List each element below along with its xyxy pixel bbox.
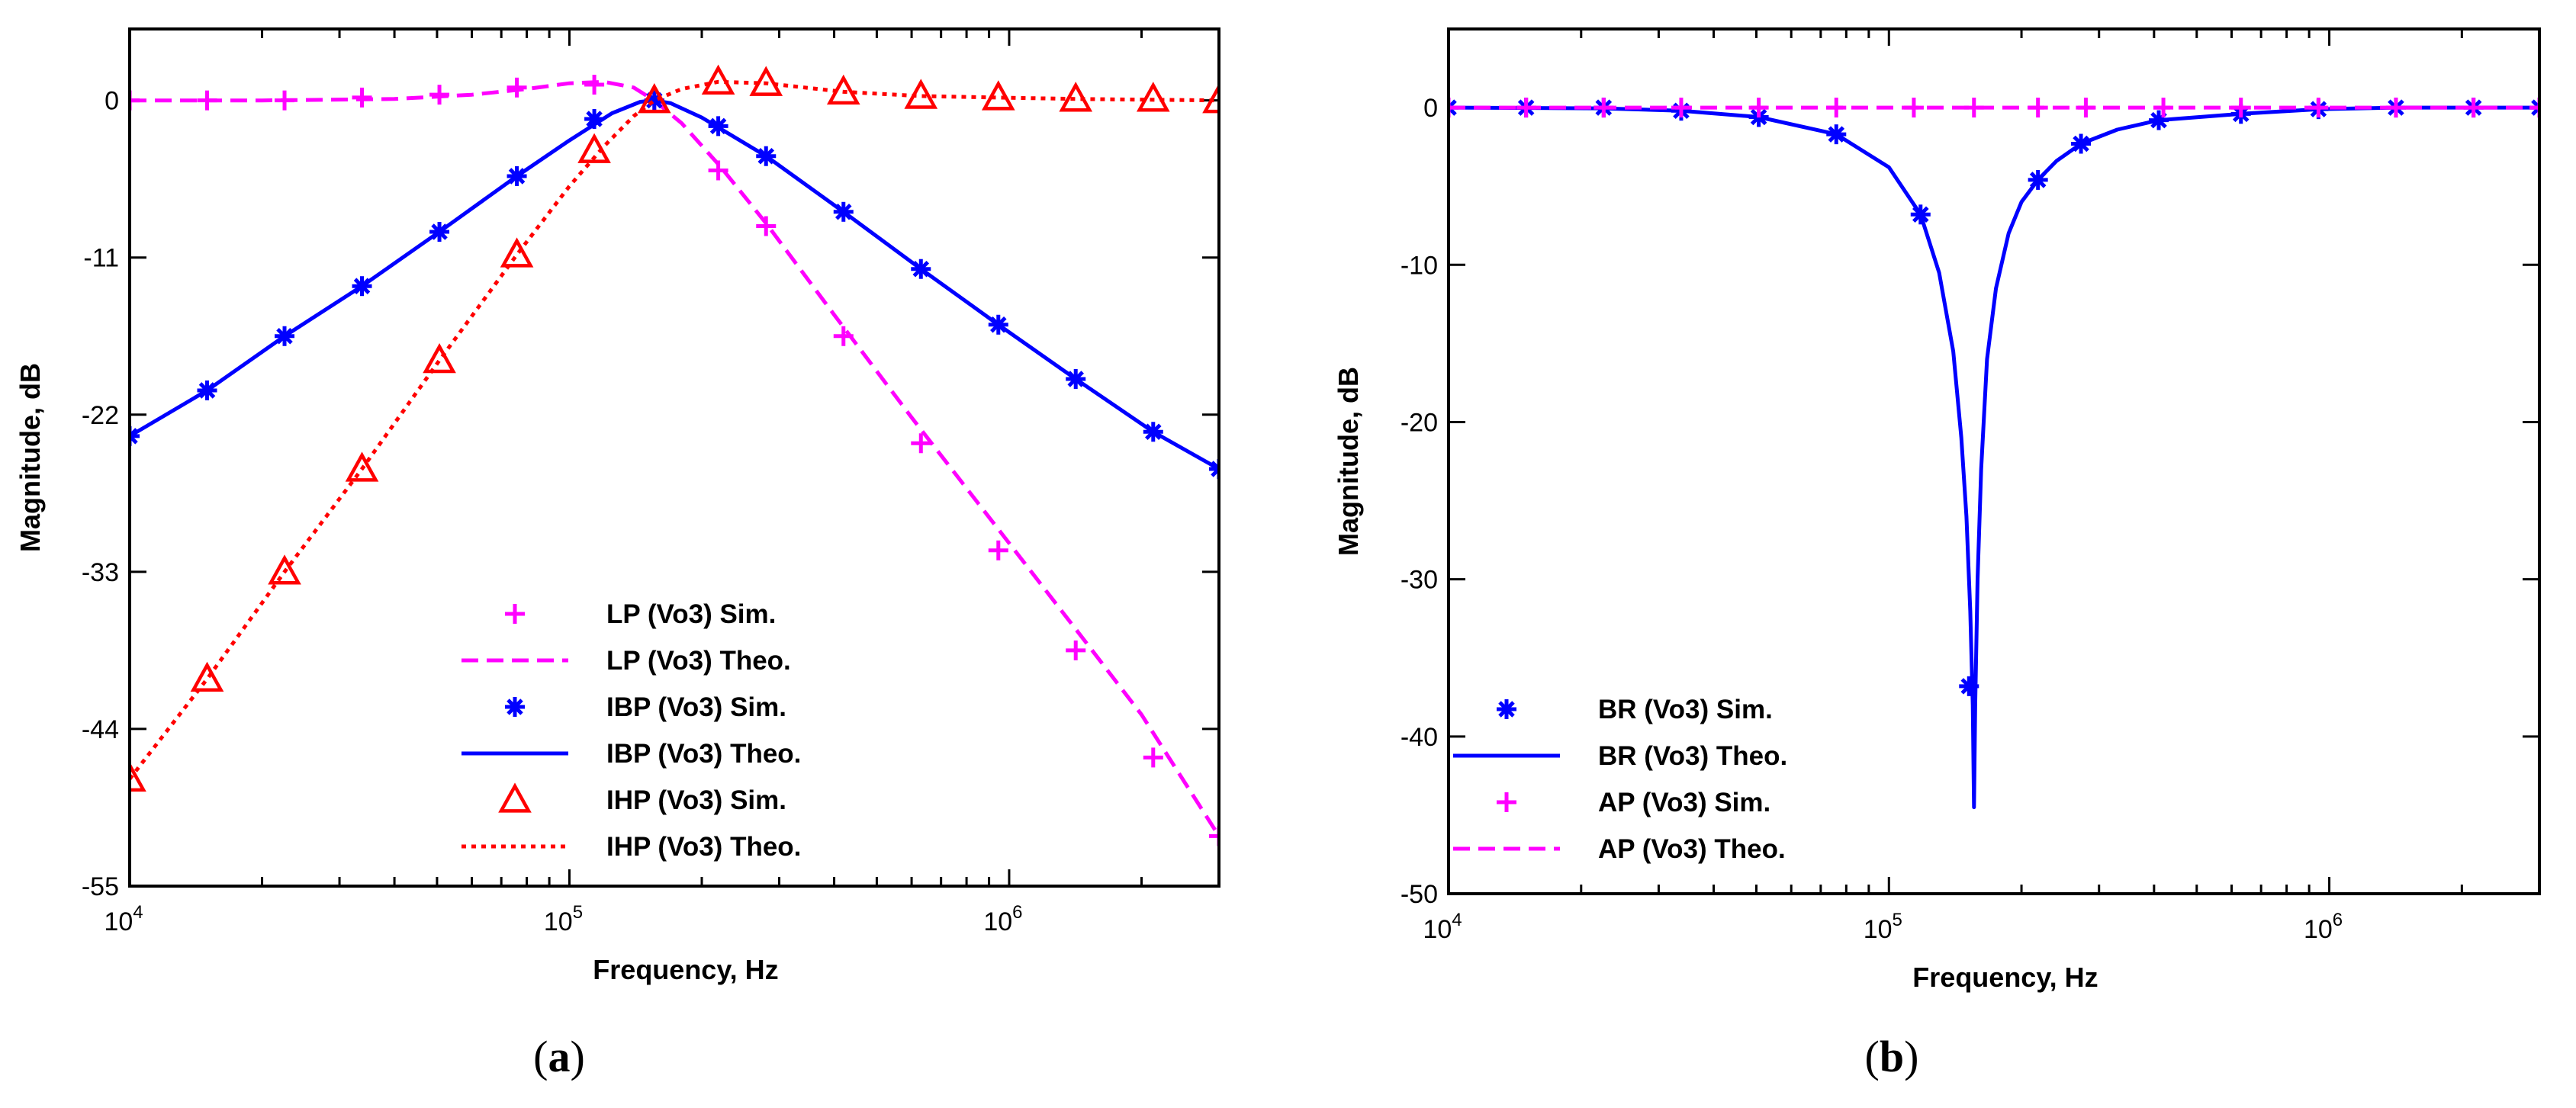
- y-tick-label: 0: [105, 87, 119, 116]
- legend-label: BR (Vo3) Sim.: [1598, 695, 1773, 724]
- legend-label: AP (Vo3) Sim.: [1598, 788, 1770, 817]
- data-point: [1059, 82, 1093, 112]
- data-point: [190, 661, 224, 692]
- series-markers-br-vo3-sim-: [1449, 98, 2539, 696]
- y-tick-label: -30: [1401, 566, 1438, 595]
- caption-open: (: [1865, 1032, 1880, 1081]
- plot-frame: [1447, 27, 2541, 895]
- x-tick-label: 106: [2304, 910, 2343, 944]
- legend-label: IHP (Vo3) Theo.: [606, 832, 801, 862]
- y-tick-label: -22: [82, 401, 119, 430]
- data-point: [749, 66, 783, 96]
- x-tick-label-base: 10: [983, 907, 1012, 936]
- data-point-d1: [1449, 104, 1457, 116]
- series-markers-ibp-vo3-sim-: [130, 90, 1219, 479]
- y-tick-label: -40: [1401, 723, 1438, 752]
- y-tick-label: 0: [1423, 94, 1438, 123]
- data-point-d1: [130, 433, 138, 445]
- legend: BR (Vo3) Sim. BR (Vo3) Theo. AP (Vo3) Sim.…: [1453, 695, 1787, 864]
- x-tick-label-exp: 6: [1012, 902, 1022, 923]
- series-line-ibp-vo3-theo-: [130, 98, 1219, 471]
- caption-open: (: [533, 1032, 548, 1081]
- series-group: [130, 64, 1219, 846]
- data-point-d2: [1211, 466, 1219, 477]
- x-tick-label-exp: 5: [1893, 910, 1902, 930]
- y-axis-ticks: 0 -11 -22 -33 -44 -55: [82, 87, 1219, 901]
- x-tick-label: 104: [104, 902, 143, 936]
- caption-letter: b: [1880, 1032, 1904, 1081]
- series-markers-ihp-vo3-sim-: [130, 64, 1219, 792]
- data-point: [1136, 82, 1170, 112]
- y-axis-label: Magnitude, dB: [14, 363, 46, 552]
- y-tick-label: -10: [1401, 251, 1438, 280]
- caption-close: ): [571, 1032, 585, 1081]
- legend-label: BR (Vo3) Theo.: [1598, 741, 1787, 771]
- x-tick-label-base: 10: [1423, 915, 1452, 944]
- panel-caption: (b): [1865, 1032, 1919, 1081]
- caption-letter: a: [548, 1032, 571, 1081]
- y-tick-label: -55: [82, 872, 119, 901]
- x-tick-label-base: 10: [2304, 915, 2333, 944]
- y-axis-label: Magnitude, dB: [1333, 367, 1364, 556]
- x-axis-label: Frequency, Hz: [1912, 962, 2098, 993]
- x-tick-label-base: 10: [1864, 915, 1893, 944]
- legend-label: AP (Vo3) Theo.: [1598, 834, 1786, 864]
- series-line-lp-vo3-theo-: [130, 79, 1219, 837]
- legend-marker: [498, 782, 532, 813]
- y-tick-label: -20: [1401, 408, 1438, 437]
- legend-marker-d2: [507, 699, 523, 715]
- y-tick-label: -33: [82, 558, 119, 587]
- data-point-d2: [1449, 99, 1457, 111]
- panel-caption: (a): [533, 1032, 585, 1081]
- x-tick-label: 105: [1864, 910, 1902, 944]
- legend-marker-d2: [1498, 701, 1515, 718]
- legend-label: LP (Vo3) Theo.: [606, 646, 791, 676]
- data-point: [345, 451, 379, 482]
- data-point-d1: [2531, 99, 2539, 111]
- legend: LP (Vo3) Sim. LP (Vo3) Theo. IBP (Vo3) Sim…: [461, 599, 801, 862]
- x-tick-label-exp: 6: [2333, 910, 2343, 930]
- y-tick-label: -50: [1401, 880, 1438, 909]
- data-point: [268, 554, 301, 585]
- data-point-d2: [586, 111, 603, 127]
- legend-label: IBP (Vo3) Sim.: [606, 692, 786, 722]
- data-point: [904, 79, 938, 109]
- data-point: [130, 761, 146, 792]
- data-point: [500, 237, 534, 268]
- legend-label: IHP (Vo3) Sim.: [606, 785, 786, 815]
- x-tick-label: 104: [1423, 910, 1462, 944]
- legend-label: LP (Vo3) Sim.: [606, 599, 776, 629]
- series-group: [1449, 98, 2539, 810]
- caption-close: ): [1904, 1032, 1918, 1081]
- y-tick-label: -44: [82, 715, 119, 744]
- x-tick-label: 106: [983, 902, 1022, 936]
- x-tick-label: 105: [544, 902, 583, 936]
- x-tick-label-base: 10: [544, 907, 573, 936]
- series-line-ihp-vo3-theo-: [130, 79, 1219, 781]
- y-axis-ticks: 0 -10 -20 -30 -40 -50: [1401, 94, 2539, 909]
- data-point: [981, 80, 1015, 111]
- x-tick-label-base: 10: [104, 907, 133, 936]
- x-axis-label: Frequency, Hz: [593, 954, 778, 985]
- y-tick-label: -11: [83, 244, 119, 273]
- series-markers-lp-vo3-sim-: [130, 75, 1219, 846]
- x-tick-label-exp: 4: [1452, 910, 1462, 930]
- x-tick-label-exp: 5: [573, 902, 583, 923]
- x-tick-label-exp: 4: [133, 902, 143, 923]
- series-line-br-vo3-theo-: [1449, 105, 2539, 810]
- legend-label: IBP (Vo3) Theo.: [606, 739, 801, 769]
- data-point-d2: [2531, 104, 2539, 116]
- plot-frame: [128, 27, 1220, 888]
- data-point: [423, 342, 456, 374]
